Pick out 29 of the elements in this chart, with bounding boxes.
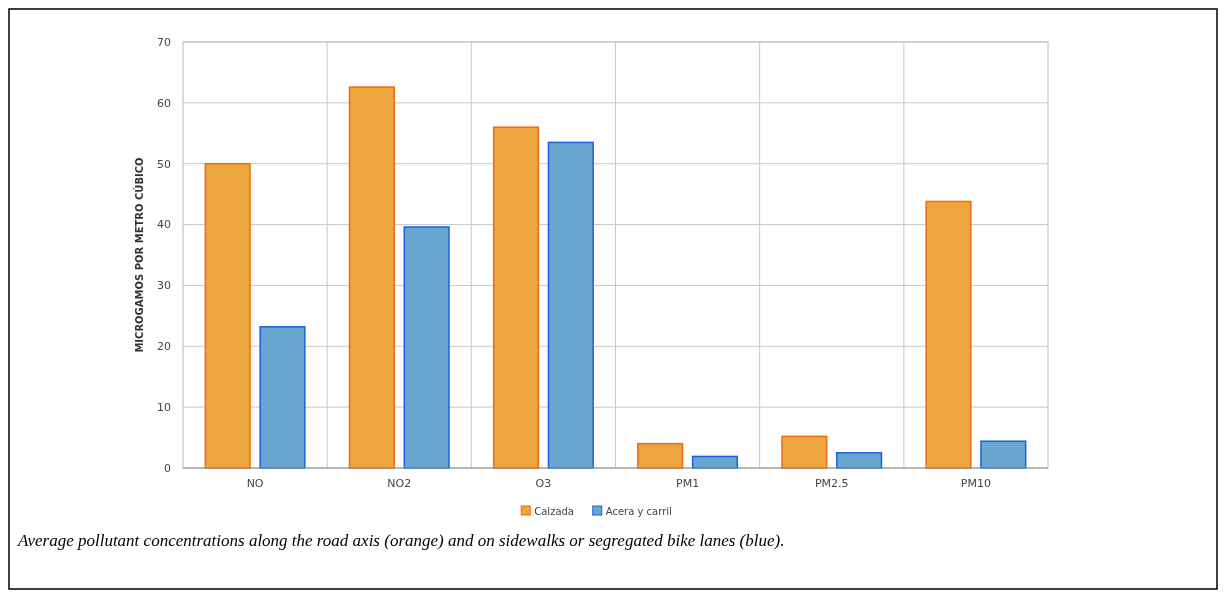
bar: [781, 435, 828, 469]
y-tick-label: 40: [157, 218, 171, 232]
x-tick-label: NO2: [387, 477, 412, 490]
x-tick-label: NO: [246, 477, 264, 490]
bar: [492, 126, 540, 469]
y-tick-label: 20: [157, 340, 171, 354]
text: Average pollutant concentrations along the road axis (orange) and on sidewalks or segregated bike lanes (blue).: [17, 531, 785, 550]
bar: [348, 86, 395, 469]
bar: [980, 440, 1027, 469]
y-tick-label: 50: [157, 157, 171, 171]
bar: [637, 442, 684, 469]
y-tick-label: 70: [157, 35, 171, 49]
y-tick-label: 0: [164, 461, 171, 475]
bar: [547, 141, 594, 469]
legend-label: Acera y carril: [605, 505, 672, 517]
x-tick-label: PM1: [676, 477, 700, 490]
x-tick-label: O3: [535, 477, 552, 490]
y-axis-title: MICROGAMOS POR METRO CÚBICO: [133, 157, 145, 353]
bar: [925, 200, 972, 469]
bar: [259, 326, 306, 469]
y-tick-label: 10: [157, 400, 171, 414]
y-tick-label: 30: [157, 279, 171, 293]
bar: [836, 452, 883, 469]
x-tick-label: PM10: [960, 477, 991, 490]
bar: [403, 226, 450, 469]
y-tick-label: 60: [157, 96, 171, 110]
x-tick-label: PM2.5: [814, 477, 849, 490]
legend-label: Calzada: [534, 505, 574, 517]
bar: [204, 162, 251, 469]
